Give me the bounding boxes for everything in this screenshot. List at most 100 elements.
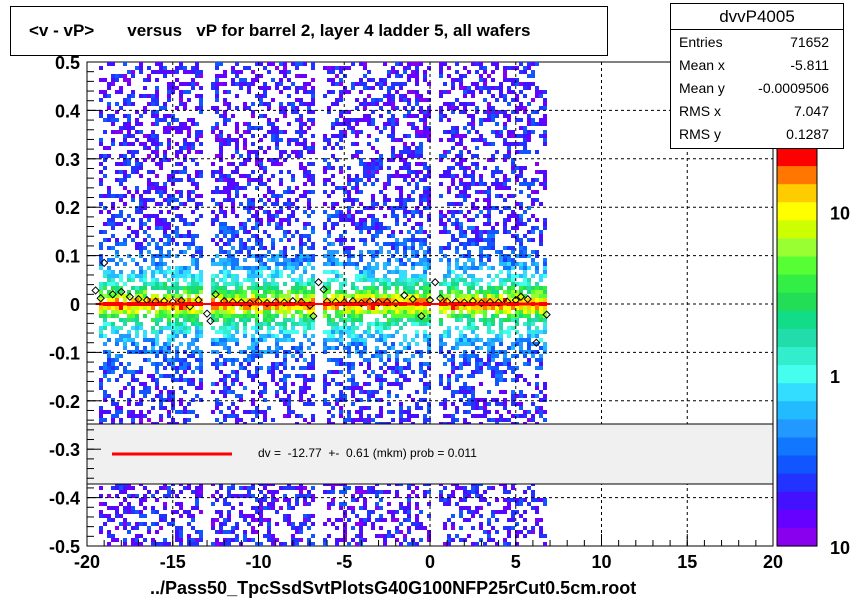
heatmap-cell — [359, 294, 364, 298]
heatmap-cell — [427, 386, 432, 390]
heatmap-cell — [275, 270, 280, 274]
heatmap-cell — [447, 242, 452, 246]
heatmap-cell — [339, 414, 344, 418]
heatmap-cell — [163, 66, 168, 70]
heatmap-cell — [143, 494, 148, 498]
heatmap-cell — [427, 322, 432, 326]
heatmap-cell — [303, 270, 308, 274]
heatmap-cell — [419, 286, 424, 290]
heatmap-cell — [279, 370, 284, 374]
heatmap-cell — [363, 106, 368, 110]
heatmap-cell — [279, 378, 284, 382]
heatmap-cell — [115, 102, 120, 106]
heatmap-cell — [263, 506, 268, 510]
heatmap-cell — [279, 182, 284, 186]
heatmap-cell — [447, 494, 452, 498]
heatmap-cell — [143, 390, 148, 394]
heatmap-cell — [239, 382, 244, 386]
heatmap-cell — [155, 254, 160, 258]
heatmap-cell — [391, 510, 396, 514]
heatmap-cell — [291, 526, 296, 530]
heatmap-cell — [139, 498, 144, 502]
heatmap-cell — [271, 374, 276, 378]
heatmap-cell — [423, 266, 428, 270]
heatmap-cell — [355, 334, 360, 338]
heatmap-cell — [215, 82, 220, 86]
heatmap-cell — [115, 162, 120, 166]
heatmap-cell — [191, 122, 196, 126]
heatmap-cell — [299, 290, 304, 294]
heatmap-cell — [267, 146, 272, 150]
heatmap-cell — [371, 266, 376, 270]
heatmap-cell — [355, 198, 360, 202]
heatmap-cell — [159, 390, 164, 394]
heatmap-cell — [231, 382, 236, 386]
heatmap-cell — [127, 506, 132, 510]
heatmap-cell — [279, 346, 284, 350]
heatmap-cell — [255, 214, 260, 218]
heatmap-cell — [307, 198, 312, 202]
heatmap-cell — [183, 102, 188, 106]
heatmap-cell — [255, 370, 260, 374]
heatmap-cell — [463, 538, 468, 542]
heatmap-cell — [303, 166, 308, 170]
heatmap-cell — [111, 486, 116, 490]
heatmap-cell — [331, 330, 336, 334]
heatmap-cell — [251, 226, 256, 230]
heatmap-cell — [231, 186, 236, 190]
heatmap-cell — [351, 382, 356, 386]
heatmap-cell — [375, 226, 380, 230]
heatmap-cell — [355, 418, 360, 422]
heatmap-cell — [195, 366, 200, 370]
heatmap-cell — [179, 270, 184, 274]
heatmap-cell — [443, 306, 448, 310]
heatmap-cell — [411, 246, 416, 250]
heatmap-cell — [175, 226, 180, 230]
heatmap-cell — [223, 270, 228, 274]
heatmap-cell — [107, 246, 112, 250]
heatmap-cell — [387, 178, 392, 182]
heatmap-cell — [303, 234, 308, 238]
heatmap-cell — [243, 146, 248, 150]
heatmap-cell — [183, 318, 188, 322]
heatmap-cell — [443, 246, 448, 250]
heatmap-cell — [263, 334, 268, 338]
heatmap-cell — [103, 274, 108, 278]
heatmap-cell — [275, 366, 280, 370]
heatmap-cell — [363, 342, 368, 346]
heatmap-cell — [167, 174, 172, 178]
heatmap-cell — [135, 210, 140, 214]
heatmap-cell — [371, 86, 376, 90]
heatmap-cell — [167, 542, 172, 546]
heatmap-cell — [99, 262, 104, 266]
heatmap-cell — [427, 410, 432, 414]
heatmap-cell — [271, 270, 276, 274]
heatmap-cell — [363, 502, 368, 506]
heatmap-cell — [415, 306, 420, 310]
heatmap-cell — [107, 62, 112, 66]
heatmap-cell — [467, 254, 472, 258]
heatmap-cell — [387, 86, 392, 90]
heatmap-cell — [279, 62, 284, 66]
heatmap-cell — [387, 166, 392, 170]
heatmap-cell — [155, 342, 160, 346]
heatmap-cell — [451, 146, 456, 150]
heatmap-cell — [175, 370, 180, 374]
heatmap-cell — [359, 354, 364, 358]
heatmap-cell — [391, 138, 396, 142]
heatmap-cell — [327, 178, 332, 182]
heatmap-cell — [163, 286, 168, 290]
heatmap-cell — [135, 230, 140, 234]
heatmap-cell — [155, 386, 160, 390]
heatmap-cell — [235, 274, 240, 278]
heatmap-cell — [159, 330, 164, 334]
heatmap-cell — [251, 202, 256, 206]
heatmap-cell — [123, 238, 128, 242]
heatmap-cell — [463, 334, 468, 338]
heatmap-cell — [143, 386, 148, 390]
heatmap-cell — [211, 190, 216, 194]
heatmap-cell — [359, 522, 364, 526]
heatmap-cell — [287, 102, 292, 106]
heatmap-cell — [195, 326, 200, 330]
heatmap-cell — [359, 226, 364, 230]
